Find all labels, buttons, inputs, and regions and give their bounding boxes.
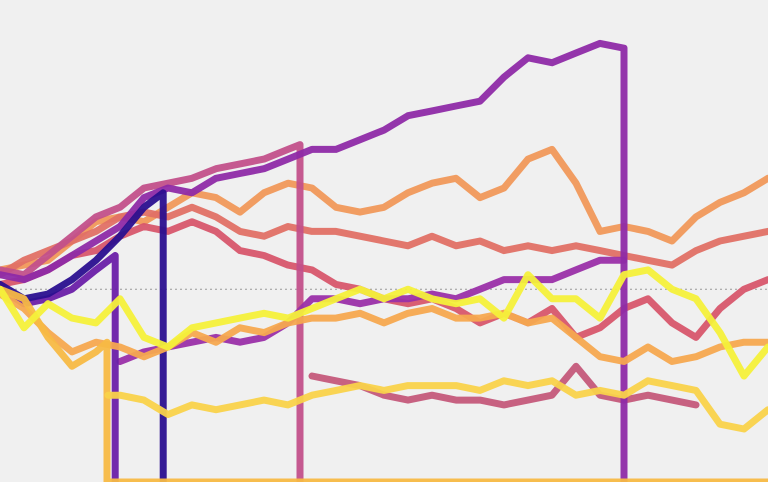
series-line [0,285,768,482]
series-line [0,266,768,380]
series-line [0,290,768,365]
series-line [104,377,768,433]
series-line [0,189,167,482]
series-line [0,39,628,482]
series-line [0,141,304,482]
